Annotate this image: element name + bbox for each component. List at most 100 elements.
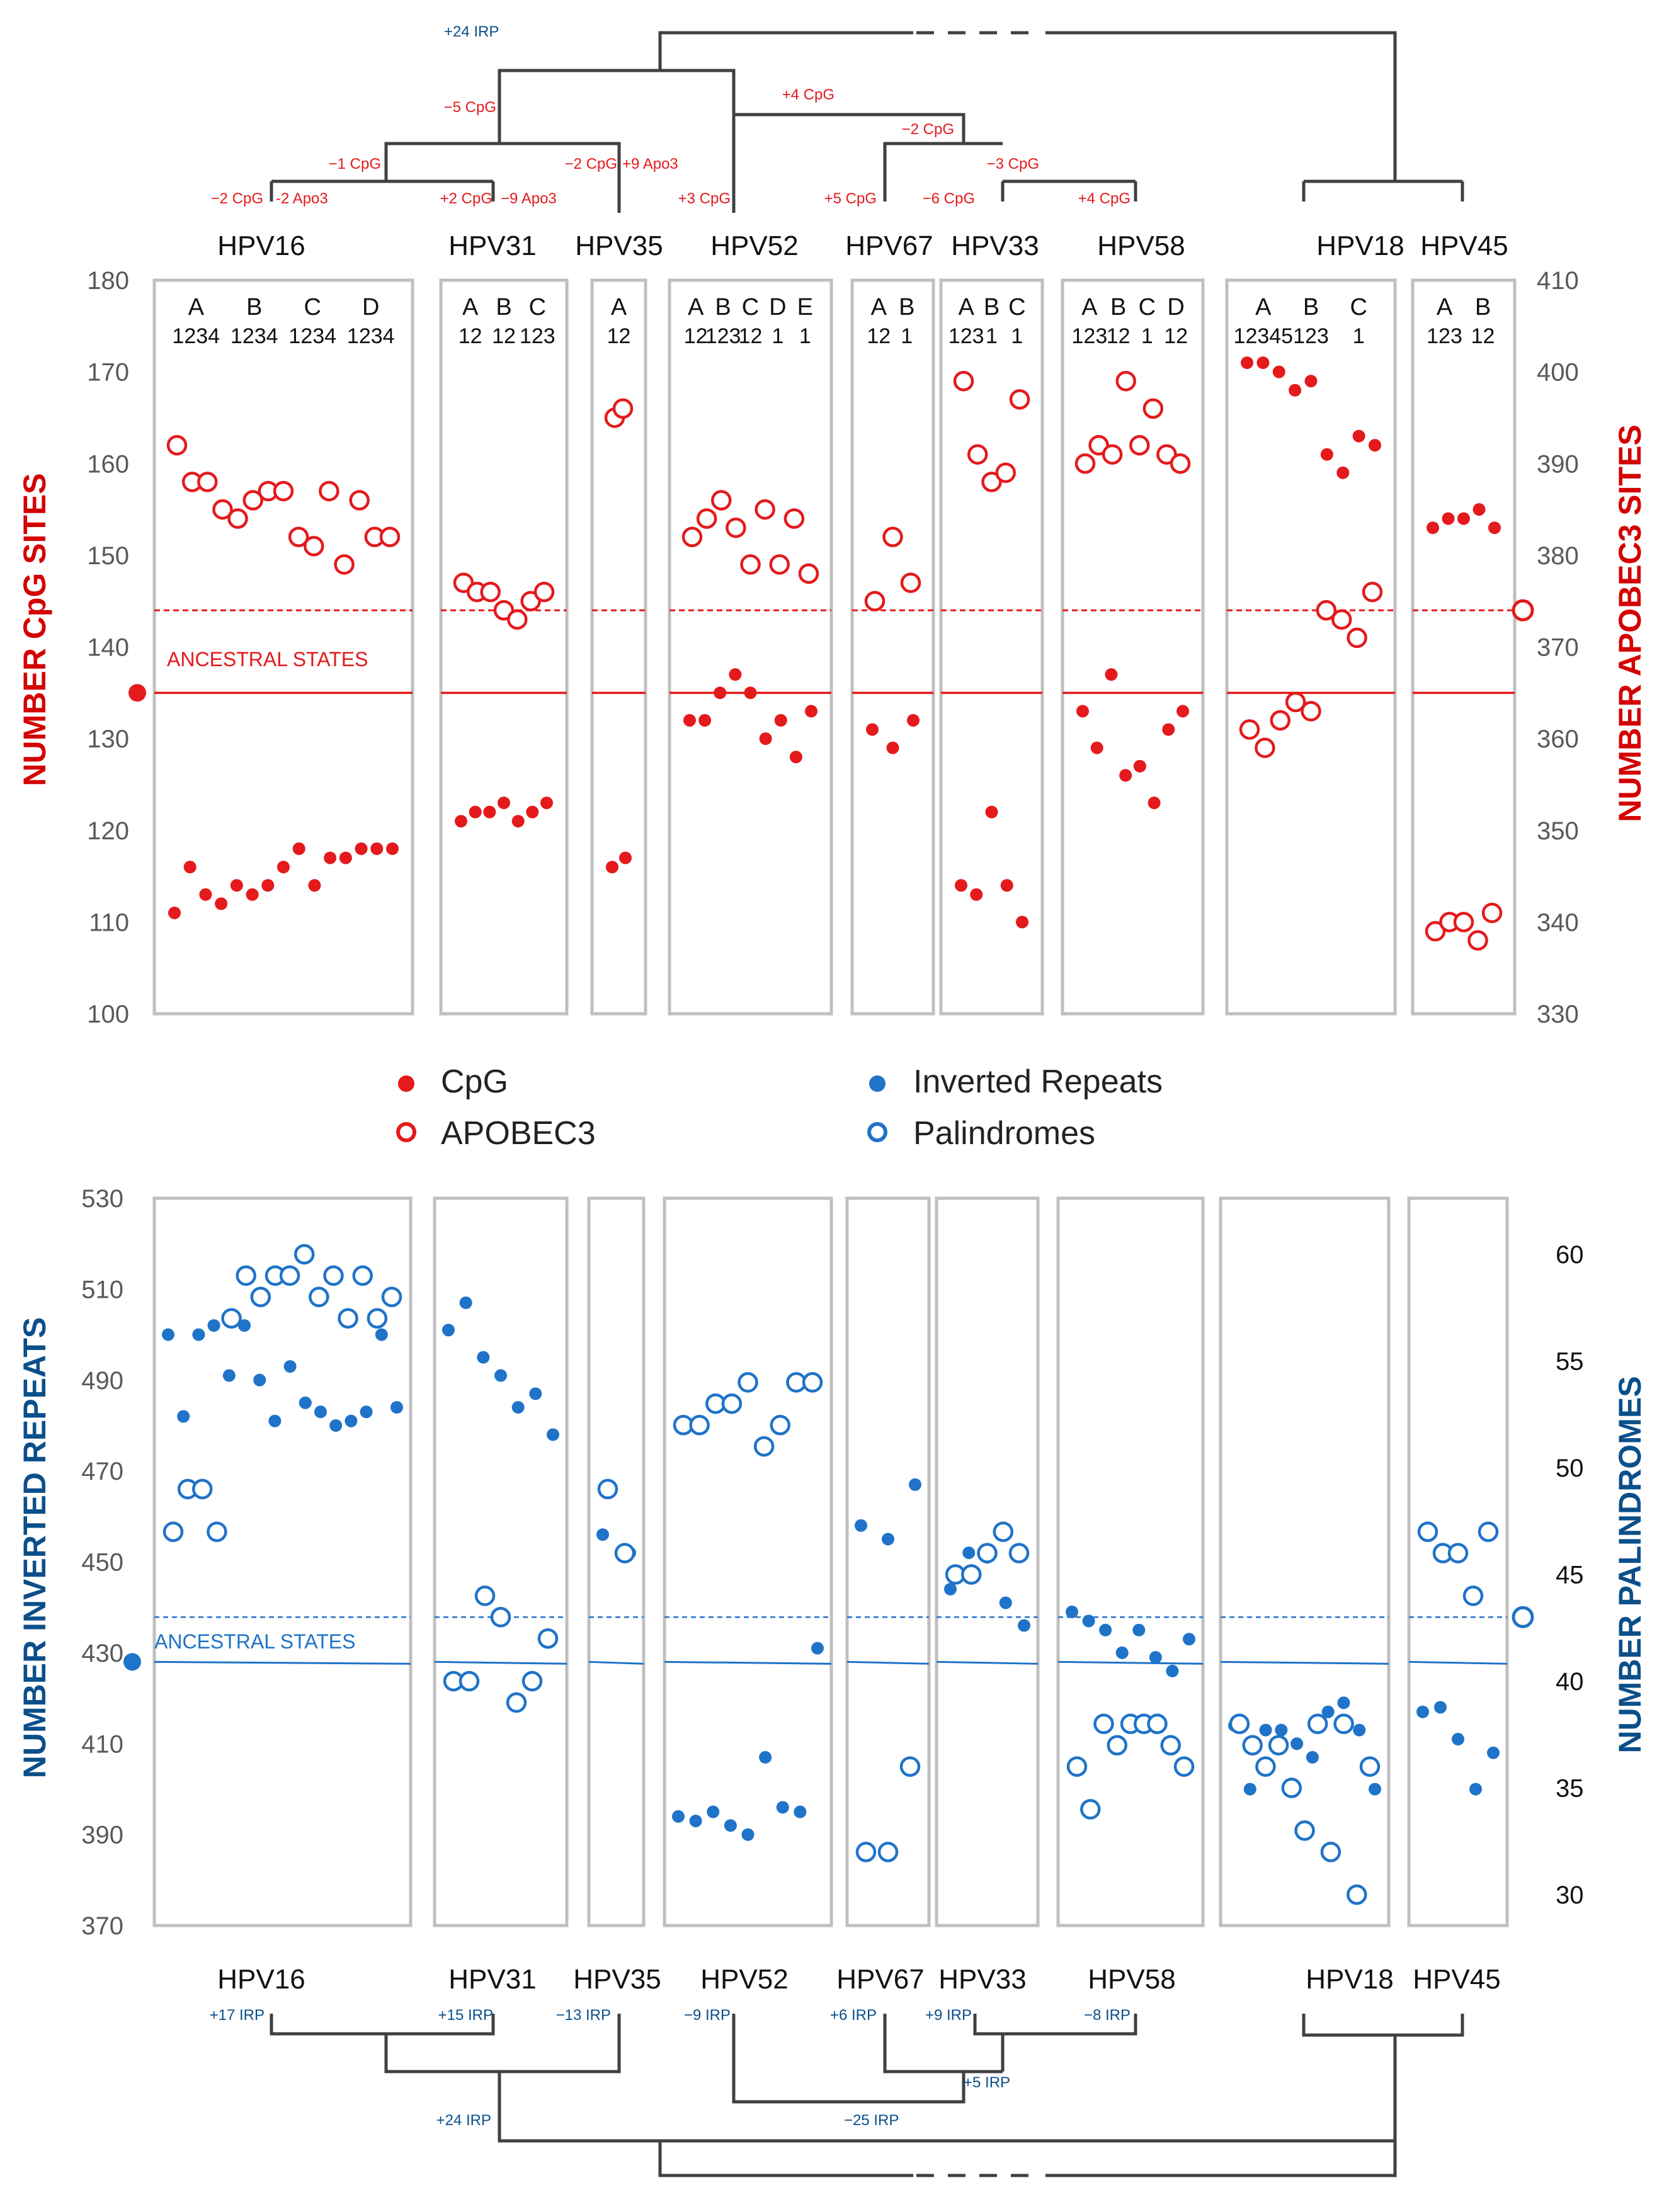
- apobec3-tick-label: 350: [1537, 817, 1579, 845]
- variant-label: B: [1475, 294, 1491, 320]
- ancestral-ir-line: [846, 1660, 930, 1665]
- inverted-repeat-point: [207, 1319, 220, 1332]
- variant-label: C: [1350, 294, 1367, 320]
- palindrome-point: [352, 1265, 373, 1286]
- inverted-repeat-point: [1132, 1623, 1146, 1636]
- cpg-point: [805, 705, 817, 718]
- cpg-point: [619, 851, 632, 865]
- inverted-repeat-point: [268, 1414, 282, 1427]
- clade-label-hpv52: HPV52: [710, 230, 798, 261]
- clade-label-bottom-hpv16: HPV16: [217, 1964, 305, 1995]
- inverted-repeat-point: [1275, 1723, 1288, 1737]
- variant-label: B: [246, 294, 262, 320]
- cpg-point: [907, 714, 920, 727]
- subvariant-label: 1234: [172, 324, 220, 348]
- palindrome-point: [614, 1543, 635, 1563]
- variant-label: B: [715, 294, 731, 320]
- palindrome-point: [506, 1692, 527, 1713]
- ir-tick-label: 390: [81, 1822, 123, 1849]
- cpg-point: [774, 714, 787, 727]
- palindrome-point: [1268, 1735, 1289, 1755]
- inverted-repeat-point: [1290, 1737, 1304, 1750]
- cpg-tick-label: 160: [87, 450, 129, 478]
- apobec3-point: [1362, 581, 1383, 603]
- cpg-tick-label: 140: [87, 634, 129, 662]
- tree-branch: [732, 2014, 966, 2104]
- cpg-point: [714, 686, 727, 700]
- cpg-point: [1076, 705, 1089, 718]
- palindrome-point: [279, 1265, 300, 1286]
- cpg-point: [985, 805, 998, 819]
- apobec3-tick-label: 390: [1537, 450, 1579, 478]
- apobec3-point: [1331, 609, 1352, 630]
- inverted-repeat-point: [689, 1814, 702, 1827]
- ancestral-ir-line: [434, 1660, 567, 1665]
- apobec3-point: [882, 526, 903, 547]
- inverted-repeat-point: [511, 1401, 525, 1414]
- apobec3-point: [1115, 370, 1136, 392]
- variant-label: A: [462, 294, 479, 320]
- tree-annotation: −2 CpG: [211, 190, 263, 207]
- palindrome-point: [1294, 1820, 1315, 1841]
- variant-label: A: [1255, 294, 1272, 320]
- variant-label: D: [362, 294, 379, 320]
- legend-cpg-marker: [398, 1075, 414, 1092]
- variant-label: D: [769, 294, 786, 320]
- inverted-repeat-point: [253, 1373, 266, 1387]
- clade-label-bottom-hpv35: HPV35: [573, 1964, 661, 1995]
- bottom-box-hpv52: [663, 1196, 833, 1927]
- cpg-point: [526, 805, 539, 819]
- cpg-point: [1176, 705, 1189, 718]
- apobec3-point: [227, 508, 248, 529]
- top-box-hpv31: [439, 278, 569, 1016]
- clade-label-bottom-hpv18: HPV18: [1306, 1964, 1393, 1995]
- inverted-repeat-point: [1337, 1696, 1350, 1710]
- palindrome-point: [721, 1393, 743, 1414]
- inverted-repeat-point: [794, 1805, 807, 1818]
- variant-label: A: [958, 294, 974, 320]
- clade-label-hpv31: HPV31: [448, 230, 536, 261]
- cpg-point: [683, 714, 696, 727]
- palindrome-point: [207, 1521, 227, 1542]
- cpg-point: [866, 723, 879, 736]
- clade-label-bottom-hpv67: HPV67: [836, 1964, 924, 1995]
- cpg-point: [970, 888, 983, 901]
- apobec3-point: [1316, 600, 1337, 621]
- palindrome-point: [855, 1841, 877, 1863]
- clade-label-bottom-hpv52: HPV52: [700, 1964, 788, 1995]
- palindrome-point: [977, 1543, 998, 1563]
- inverted-repeat-point: [1166, 1664, 1179, 1677]
- inverted-repeat-point: [741, 1828, 755, 1841]
- palindromes-tick-label: 30: [1556, 1881, 1584, 1909]
- apobec3-tick-label: 370: [1537, 634, 1579, 662]
- cpg-point: [1304, 375, 1318, 388]
- apobec3-point: [1347, 627, 1367, 649]
- variant-label: B: [1110, 294, 1126, 320]
- subvariant-label: 12: [1107, 324, 1131, 348]
- inverted-repeat-point: [672, 1810, 685, 1823]
- tree-branch: [883, 142, 964, 201]
- tree-annotation: −2 CpG: [902, 121, 954, 138]
- palindrome-point: [993, 1521, 1013, 1542]
- ancestral-ir-line: [936, 1660, 1039, 1665]
- subvariant-label: 123: [948, 324, 984, 348]
- apobec3-point: [480, 581, 501, 603]
- variant-label: D: [1167, 294, 1184, 320]
- inverted-repeat-point: [707, 1805, 720, 1818]
- tree-branch: [658, 2141, 1397, 2177]
- cpg-point: [230, 879, 243, 892]
- top-box-hpv18: [1225, 278, 1397, 1016]
- inverted-repeat-point: [1369, 1783, 1381, 1796]
- inverted-repeat-point: [459, 1296, 472, 1310]
- inverted-repeat-point: [999, 1596, 1012, 1609]
- palindrome-point: [1462, 1585, 1484, 1606]
- palindromes-tick-label: 40: [1556, 1668, 1584, 1696]
- cpg-point: [1148, 797, 1161, 810]
- apobec3-point: [1102, 444, 1123, 465]
- inverted-repeat-point: [1115, 1646, 1129, 1659]
- clade-label-bottom-hpv58: HPV58: [1088, 1964, 1175, 1995]
- apobec3-point: [1239, 719, 1260, 740]
- bottom-box-hpv33: [935, 1196, 1040, 1927]
- cpg-point: [744, 686, 757, 700]
- cpg-point: [261, 879, 275, 892]
